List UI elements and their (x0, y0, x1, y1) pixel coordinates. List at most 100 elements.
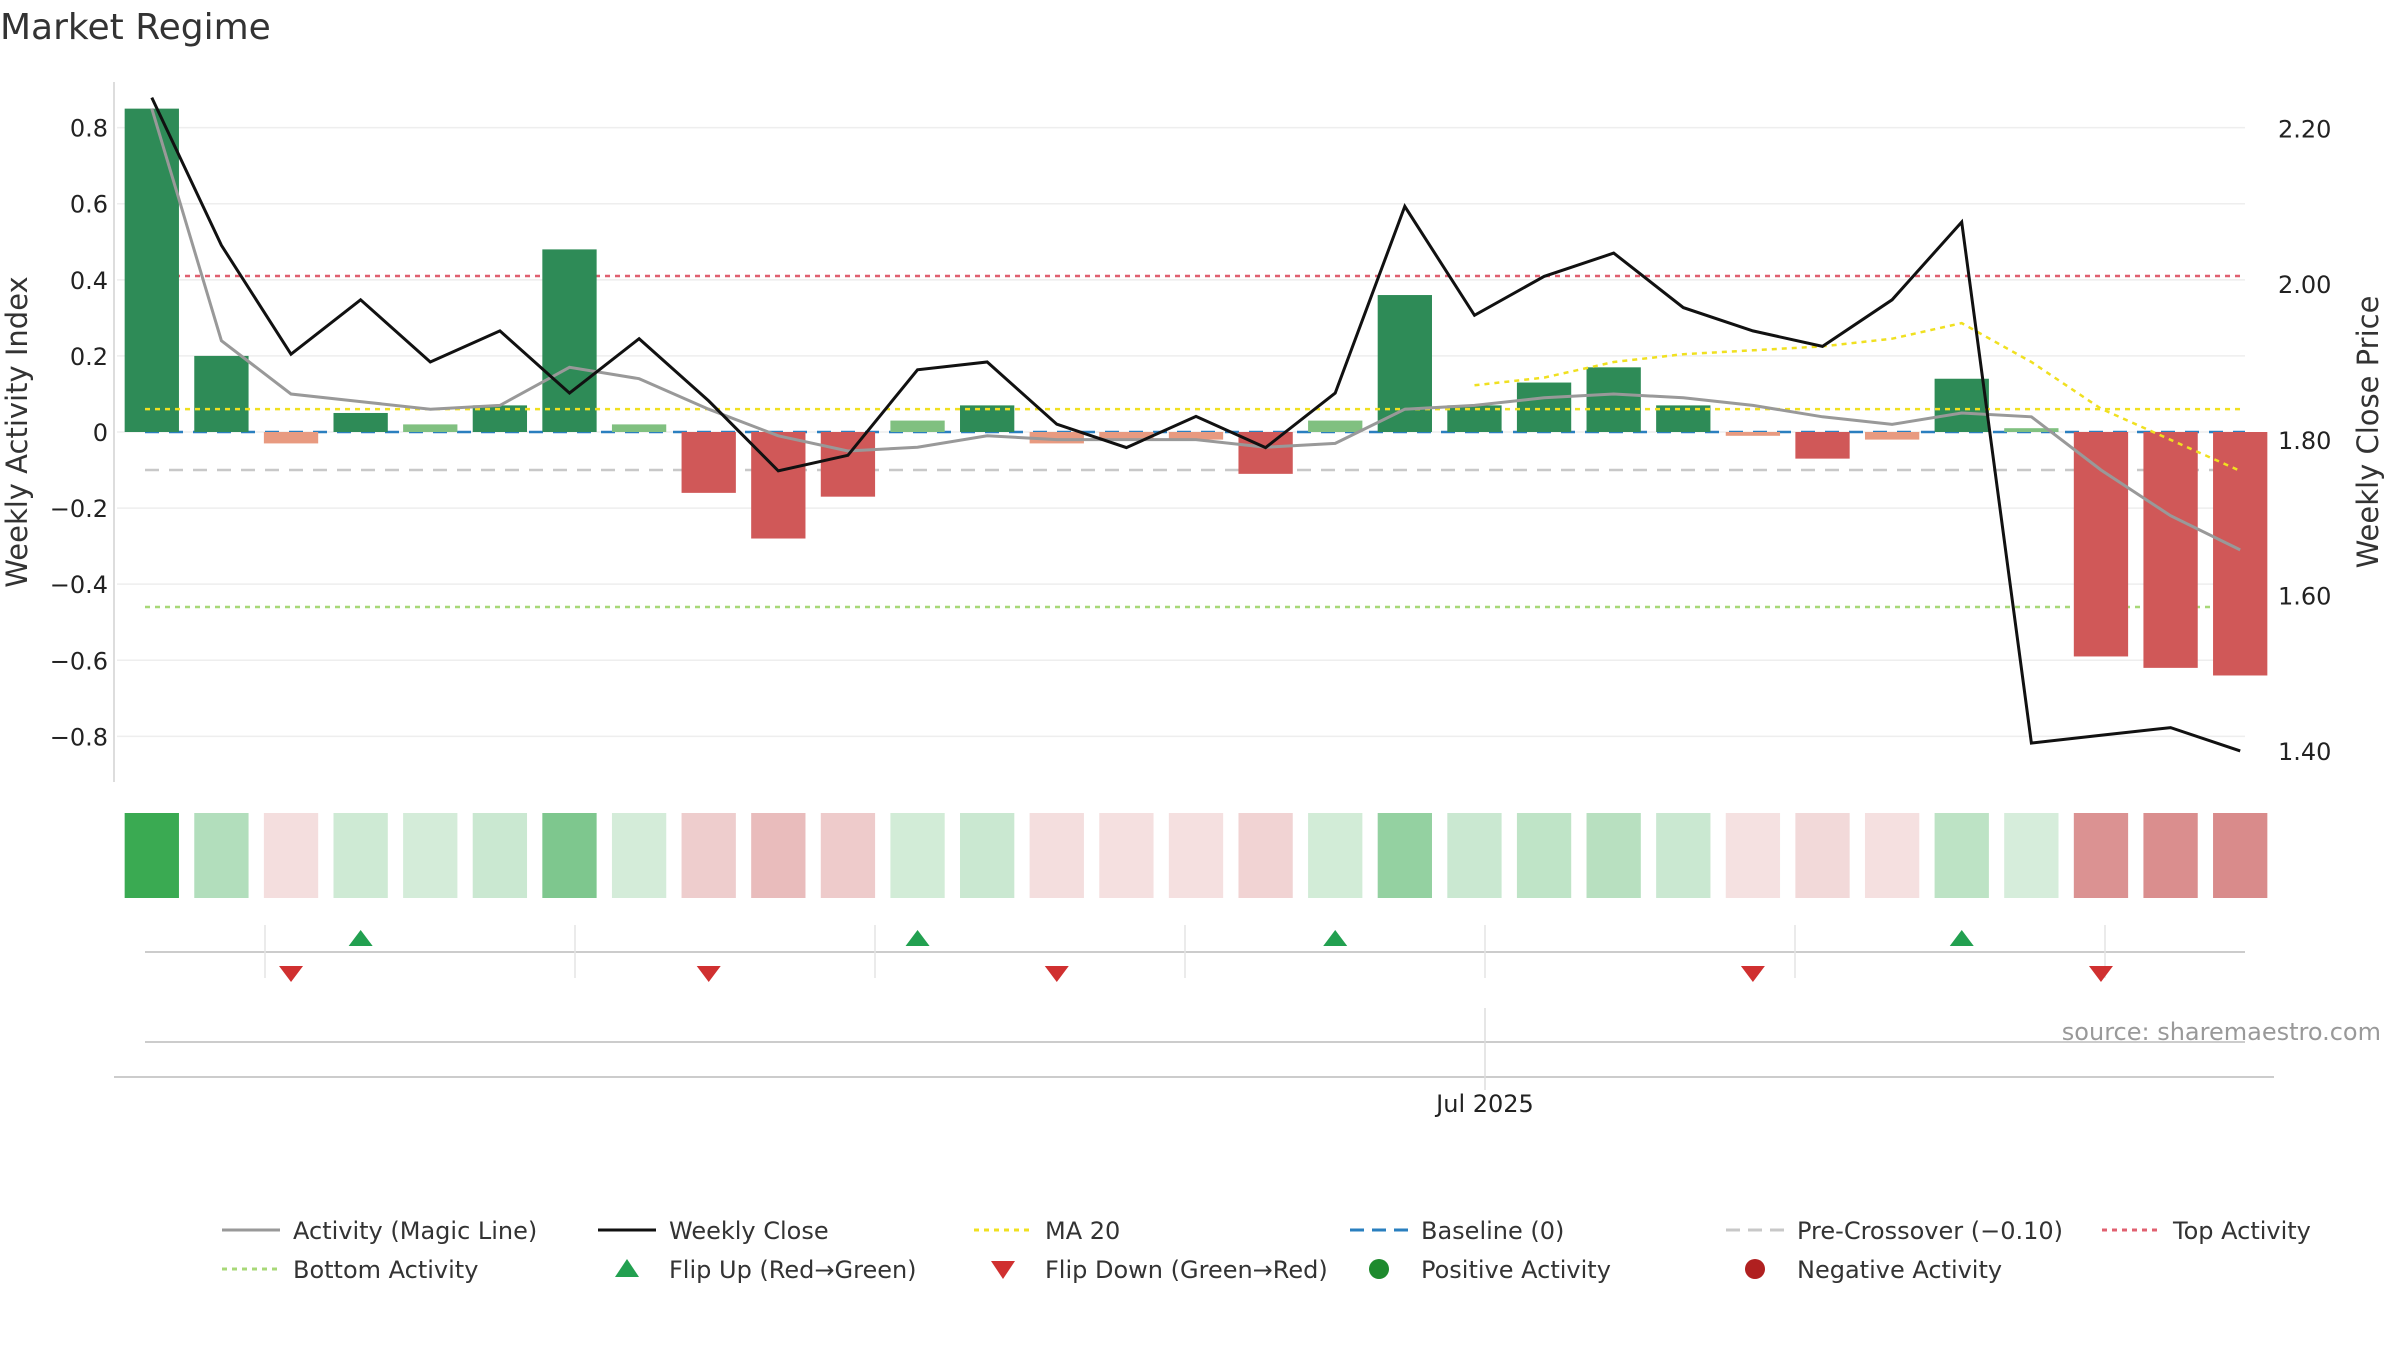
y-tick-label-right: 1.60 (2278, 582, 2331, 610)
flip-up-marker (1949, 930, 1974, 946)
legend-label: Flip Up (Red→Green) (669, 1256, 917, 1284)
heatmap-cell (960, 813, 1015, 898)
activity-bar (820, 432, 876, 497)
weekly-close-line (150, 96, 2241, 753)
heatmap-cell (124, 813, 179, 898)
legend-flip-down-icon (991, 1261, 1015, 1279)
heatmap-cell (1377, 813, 1432, 898)
x-tick-jul-2025: Jul 2025 (1434, 1090, 1534, 1118)
y-tick-label-left: 0.4 (70, 267, 108, 295)
y-axis-label-left: Weekly Activity Index (0, 276, 34, 587)
heatmap-cell (1725, 813, 1781, 898)
heatmap-cell (2213, 813, 2268, 898)
flip-down-marker (696, 966, 721, 982)
heatmap-cell (1586, 813, 1641, 898)
right-axis-ticks: 2.20 2.00 1.80 1.60 1.40 (2278, 116, 2331, 766)
activity-bar (1934, 378, 1989, 432)
legend-dot-icon (1369, 1259, 1389, 1279)
y-tick-label-left: 0 (93, 419, 108, 447)
activity-bar (2143, 432, 2198, 668)
activity-bar (1516, 382, 1572, 432)
legend-label: Flip Down (Green→Red) (1045, 1256, 1328, 1284)
activity-heatmap-strip (124, 813, 2268, 898)
flip-panel-frame (145, 925, 2245, 978)
x-axis-panel-frame (114, 1008, 2274, 1090)
activity-bar (542, 249, 597, 432)
legend-label: Negative Activity (1797, 1256, 2002, 1284)
legend-dot-icon (1745, 1259, 1765, 1279)
legend-label: Positive Activity (1421, 1256, 1611, 1284)
activity-bar (1725, 432, 1781, 436)
legend-label: Top Activity (2172, 1217, 2311, 1245)
heatmap-cell (1168, 813, 1224, 898)
y-tick-label-left: 0.6 (70, 191, 108, 219)
flip-up-marker (905, 930, 930, 946)
activity-bar (2004, 428, 2059, 432)
series-lines (145, 96, 2245, 753)
activity-bar (124, 108, 179, 432)
heatmap-cell (1099, 813, 1154, 898)
heatmap-cell (1447, 813, 1502, 898)
legend-label: Weekly Close (669, 1217, 829, 1245)
flip-up-marker (1323, 930, 1348, 946)
y-tick-label-left: 0.2 (70, 343, 108, 371)
legend-label: Bottom Activity (293, 1256, 478, 1284)
chart-title: Market Regime (0, 7, 271, 48)
activity-bars (124, 108, 2268, 676)
y-tick-label-left: −0.6 (50, 647, 108, 675)
heatmap-cell (1029, 813, 1084, 898)
y-tick-label-left: −0.2 (50, 495, 108, 523)
activity-bar (1029, 432, 1084, 444)
heatmap-cell (1864, 813, 1920, 898)
heatmap-cell (820, 813, 876, 898)
magic-line (150, 108, 2241, 552)
heatmap-cell (611, 813, 667, 898)
heatmap-cell (403, 813, 458, 898)
heatmap-cell (681, 813, 736, 898)
heatmap-cell (333, 813, 388, 898)
flip-down-marker (279, 966, 304, 982)
heatmap-cell (890, 813, 945, 898)
activity-bar (2213, 432, 2268, 676)
left-axis-ticks: 0.8 0.6 0.4 0.2 0 −0.2 −0.4 −0.6 −0.8 (50, 115, 108, 752)
activity-bar (333, 412, 388, 432)
legend-label: Baseline (0) (1421, 1217, 1564, 1245)
activity-bar (1795, 432, 1850, 459)
flip-down-marker (1044, 966, 1069, 982)
activity-bar (403, 424, 458, 432)
heatmap-cell (2073, 813, 2129, 898)
y-tick-label-right: 2.20 (2278, 116, 2331, 144)
heatmap-cell (1308, 813, 1363, 898)
chart-legend: Activity (Magic Line) Weekly Close MA 20 Ba… (222, 1217, 2311, 1284)
activity-bar (263, 432, 319, 444)
activity-bar (1308, 420, 1363, 432)
y-tick-label-left: 0.8 (70, 115, 108, 143)
heatmap-cell (1516, 813, 1572, 898)
y-tick-label-right: 1.80 (2278, 427, 2331, 455)
activity-bar (1656, 405, 1711, 432)
activity-bar (1168, 432, 1224, 440)
y-tick-label-left: −0.8 (50, 723, 108, 751)
legend-label: MA 20 (1045, 1217, 1120, 1245)
heatmap-cell (1795, 813, 1850, 898)
activity-bar (611, 424, 667, 432)
heatmap-cell (751, 813, 806, 898)
activity-bar (1864, 432, 1920, 440)
activity-bar (1099, 432, 1154, 440)
activity-bar (751, 432, 806, 539)
flip-up-marker (348, 930, 373, 946)
reference-lines (145, 274, 2245, 609)
y-tick-label-left: −0.4 (50, 571, 108, 599)
flip-markers (279, 930, 2113, 982)
y-axis-label-right: Weekly Close Price (2351, 296, 2385, 569)
heatmap-cell (472, 813, 528, 898)
heatmap-cell (1238, 813, 1293, 898)
heatmap-cell (1934, 813, 1989, 898)
activity-bar (1586, 367, 1641, 432)
heatmap-cell (2143, 813, 2198, 898)
heatmap-cell (194, 813, 249, 898)
legend-flip-up-icon (615, 1259, 639, 1277)
flip-down-marker (2088, 966, 2113, 982)
y-tick-label-right: 1.40 (2278, 738, 2331, 766)
